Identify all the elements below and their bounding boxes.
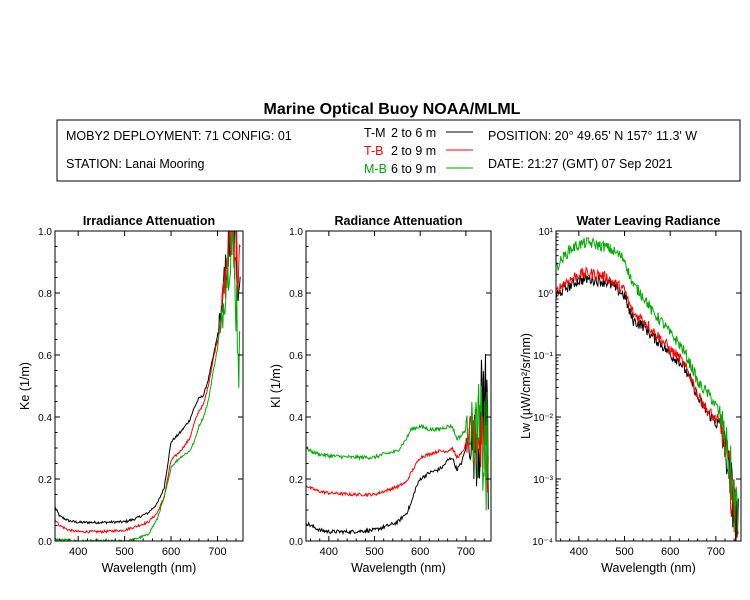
y-tick-label: 0.2 — [38, 475, 52, 486]
legend-range-tm: 2 to 6 m — [391, 126, 436, 140]
x-tick-label: 600 — [162, 546, 180, 558]
series-group — [55, 231, 241, 541]
chart-water-leaving: Water Leaving Radiance 400 500 600 700 10⁻⁴ 10… — [519, 214, 742, 575]
y-tick-label: 0.2 — [289, 475, 303, 486]
y-tick-label: 0.4 — [38, 413, 52, 424]
y-tick-label: 1.0 — [38, 227, 52, 238]
x-tick-label: 600 — [661, 546, 679, 558]
x-tick-label: 500 — [615, 546, 633, 558]
plot-frame — [555, 230, 742, 542]
y-tick-label: 10⁻⁴ — [532, 537, 553, 548]
legend-range-mb: 6 to 9 m — [391, 162, 436, 176]
plot-frame — [305, 230, 492, 542]
y-tick-label: 10⁻² — [533, 413, 553, 424]
x-tick-label: 400 — [570, 546, 588, 558]
legend-code-tb: T-B — [364, 144, 383, 158]
x-tick-label: 400 — [69, 546, 87, 558]
chart-title: Water Leaving Radiance — [576, 214, 720, 228]
y-axis-label: Lw (µW/cm²/sr/nm) — [519, 333, 533, 439]
legend-code-tm: T-M — [364, 126, 386, 140]
series-line-t-b — [55, 231, 241, 534]
y-tick-label: 1.0 — [289, 227, 303, 238]
info-box — [56, 119, 741, 182]
x-axis-label: Wavelength (nm) — [351, 561, 446, 575]
legend-range-tb: 2 to 9 m — [391, 144, 436, 158]
y-tick-label: 0.4 — [289, 413, 303, 424]
station-text: STATION: Lanai Mooring — [66, 157, 205, 171]
x-tick-label: 700 — [707, 546, 725, 558]
y-tick-label: 0.0 — [38, 537, 52, 548]
y-tick-label: 10⁻¹ — [533, 351, 553, 362]
x-axis-label: Wavelength (nm) — [102, 561, 197, 575]
series-group — [556, 237, 739, 541]
series-line-m-b — [306, 383, 489, 511]
x-tick-label: 400 — [320, 546, 338, 558]
chart-title: Radiance Attenuation — [334, 214, 462, 228]
x-axis-label: Wavelength (nm) — [601, 561, 696, 575]
chart-radiance: Radiance Attenuation 400 500 600 700 0.0 0.2 0.… — [269, 214, 492, 575]
y-axis-label: Kl (1/m) — [269, 364, 283, 408]
x-tick-label: 500 — [365, 546, 383, 558]
x-tick-label: 600 — [411, 546, 429, 558]
series-line-t-m — [556, 273, 739, 541]
plot-frame — [54, 230, 244, 542]
y-tick-label: 10¹ — [539, 227, 554, 238]
y-tick-label: 10⁰ — [538, 289, 553, 300]
x-tick-label: 700 — [457, 546, 475, 558]
legend-code-mb: M-B — [364, 162, 387, 176]
deployment-text: MOBY2 DEPLOYMENT: 71 CONFIG: 01 — [66, 129, 292, 143]
series-line-t-b — [306, 408, 489, 498]
date-text: DATE: 21:27 (GMT) 07 Sep 2021 — [488, 157, 673, 171]
y-tick-label: 0.0 — [289, 537, 303, 548]
series-group — [306, 353, 489, 536]
y-axis-label: Ke (1/m) — [18, 362, 32, 410]
chart-title: Irradiance Attenuation — [83, 214, 215, 228]
y-tick-label: 0.8 — [289, 289, 303, 300]
series-line-t-m — [55, 231, 241, 525]
y-tick-label: 0.8 — [38, 289, 52, 300]
position-text: POSITION: 20° 49.65' N 157° 11.3' W — [488, 129, 697, 143]
series-line-t-b — [556, 266, 739, 541]
series-line-m-b — [556, 237, 739, 535]
chart-irradiance: Irradiance Attenuation 400 500 600 700 0.0 0.2… — [18, 214, 244, 575]
x-tick-label: 700 — [208, 546, 226, 558]
series-line-m-b — [55, 231, 241, 541]
y-tick-label: 0.6 — [38, 351, 52, 362]
charts: Irradiance Attenuation 400 500 600 700 0.0 0.2… — [18, 214, 742, 575]
y-tick-label: 10⁻³ — [533, 475, 553, 486]
x-tick-label: 500 — [115, 546, 133, 558]
figure-title: Marine Optical Buoy NOAA/MLML — [264, 101, 521, 118]
legend: T-M 2 to 6 m T-B 2 to 9 m M-B 6 to 9 m — [364, 126, 473, 176]
series-line-t-m — [306, 353, 489, 536]
y-tick-label: 0.6 — [289, 351, 303, 362]
